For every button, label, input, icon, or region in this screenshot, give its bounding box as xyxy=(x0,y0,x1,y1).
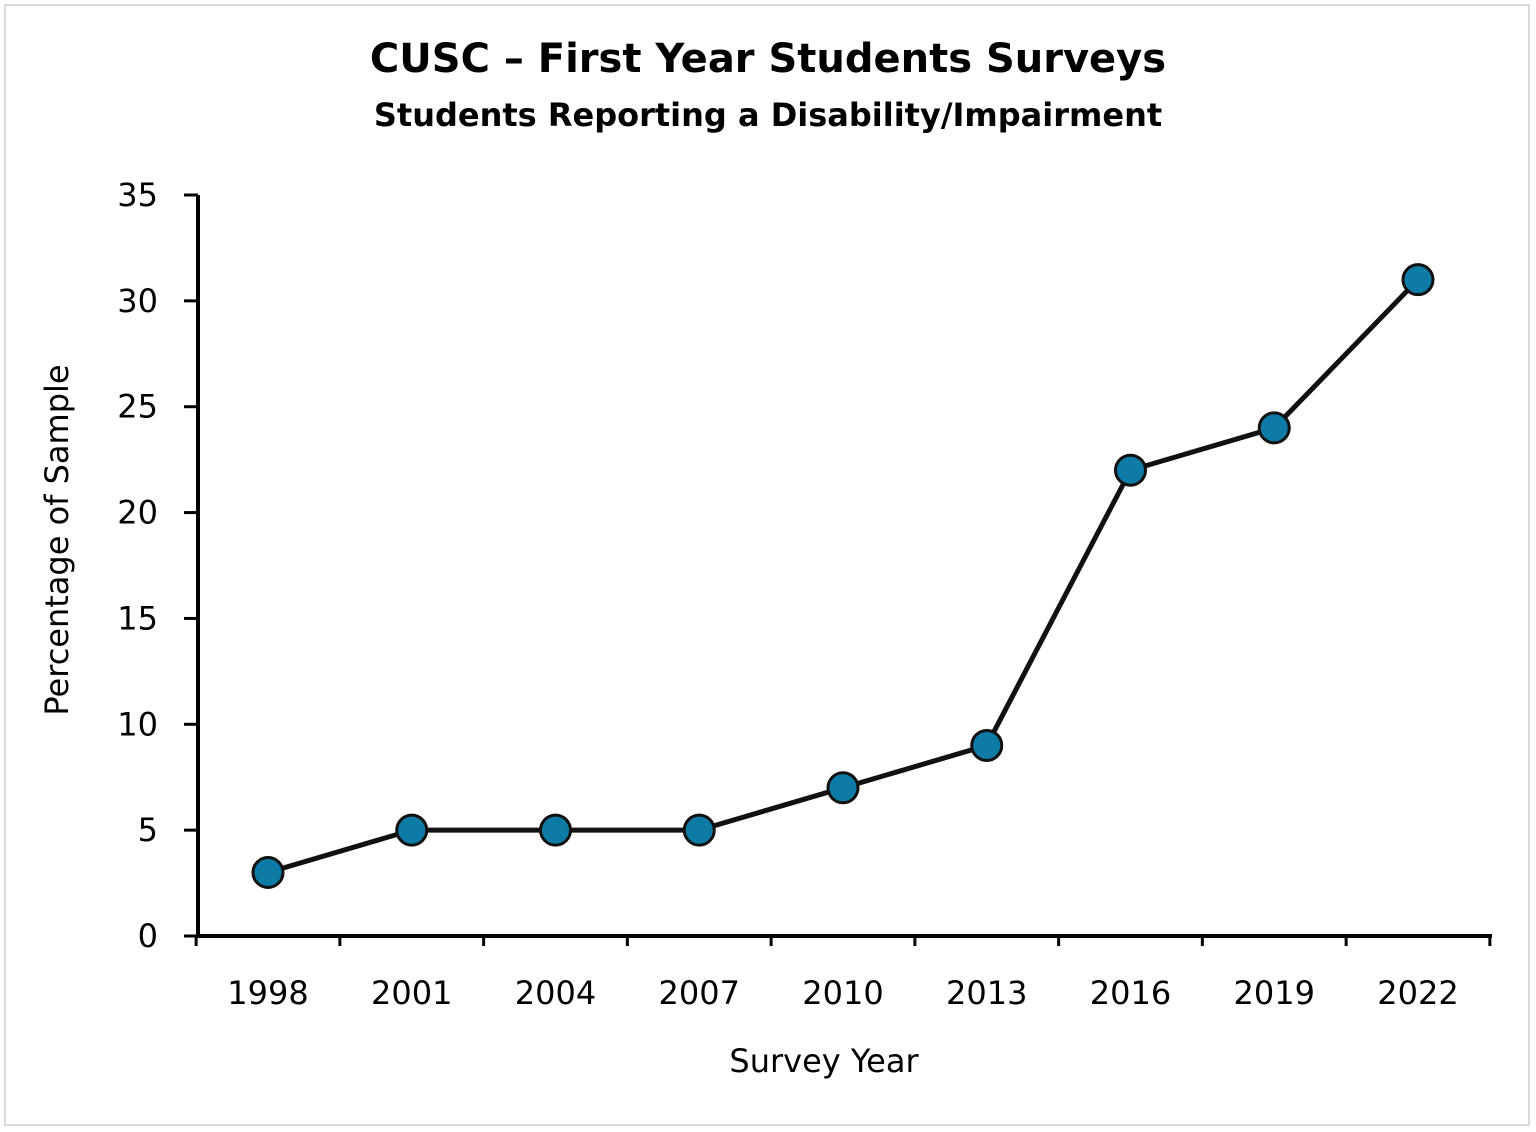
data-point xyxy=(970,728,1004,762)
x-tick-label: 1998 xyxy=(227,974,308,1012)
x-tick-label: 2022 xyxy=(1377,974,1458,1012)
chart-subtitle: Students Reporting a Disability/Impairme… xyxy=(373,96,1163,134)
x-tick-label: 2010 xyxy=(802,974,883,1012)
data-point xyxy=(251,855,285,889)
y-tick-label: 30 xyxy=(117,282,158,320)
x-tick-label: 2013 xyxy=(946,974,1027,1012)
x-axis-ticks: 1998 2001 2004 2007 2010 2013 2016 2019 2022 xyxy=(194,936,1492,1012)
y-tick-label: 35 xyxy=(117,176,158,214)
data-point xyxy=(682,813,716,847)
y-axis-title: Percentage of Sample xyxy=(38,364,76,715)
chart-title: CUSC – First Year Students Surveys xyxy=(369,36,1167,82)
x-axis-title: Survey Year xyxy=(729,1042,919,1080)
y-tick-label: 10 xyxy=(117,705,158,743)
data-point xyxy=(395,813,429,847)
data-point xyxy=(1401,263,1435,297)
x-tick-label: 2007 xyxy=(659,974,740,1012)
y-axis-ticks: 0 5 10 15 20 25 30 35 xyxy=(117,176,198,955)
data-point xyxy=(1114,453,1147,487)
chart-axes xyxy=(196,195,1492,938)
data-point xyxy=(1257,411,1291,445)
x-tick-label: 2016 xyxy=(1090,974,1171,1012)
x-tick-label: 2004 xyxy=(515,974,596,1012)
chart-frame xyxy=(4,4,1530,1126)
y-tick-label: 25 xyxy=(117,388,158,426)
data-point xyxy=(826,771,860,805)
y-tick-label: 5 xyxy=(138,811,158,849)
x-tick-label: 2001 xyxy=(371,974,452,1012)
data-point xyxy=(539,813,572,847)
y-tick-label: 15 xyxy=(117,599,158,637)
y-tick-label: 0 xyxy=(138,917,158,955)
data-series xyxy=(251,263,1435,889)
y-tick-label: 20 xyxy=(117,494,158,532)
x-tick-label: 2019 xyxy=(1234,974,1315,1012)
